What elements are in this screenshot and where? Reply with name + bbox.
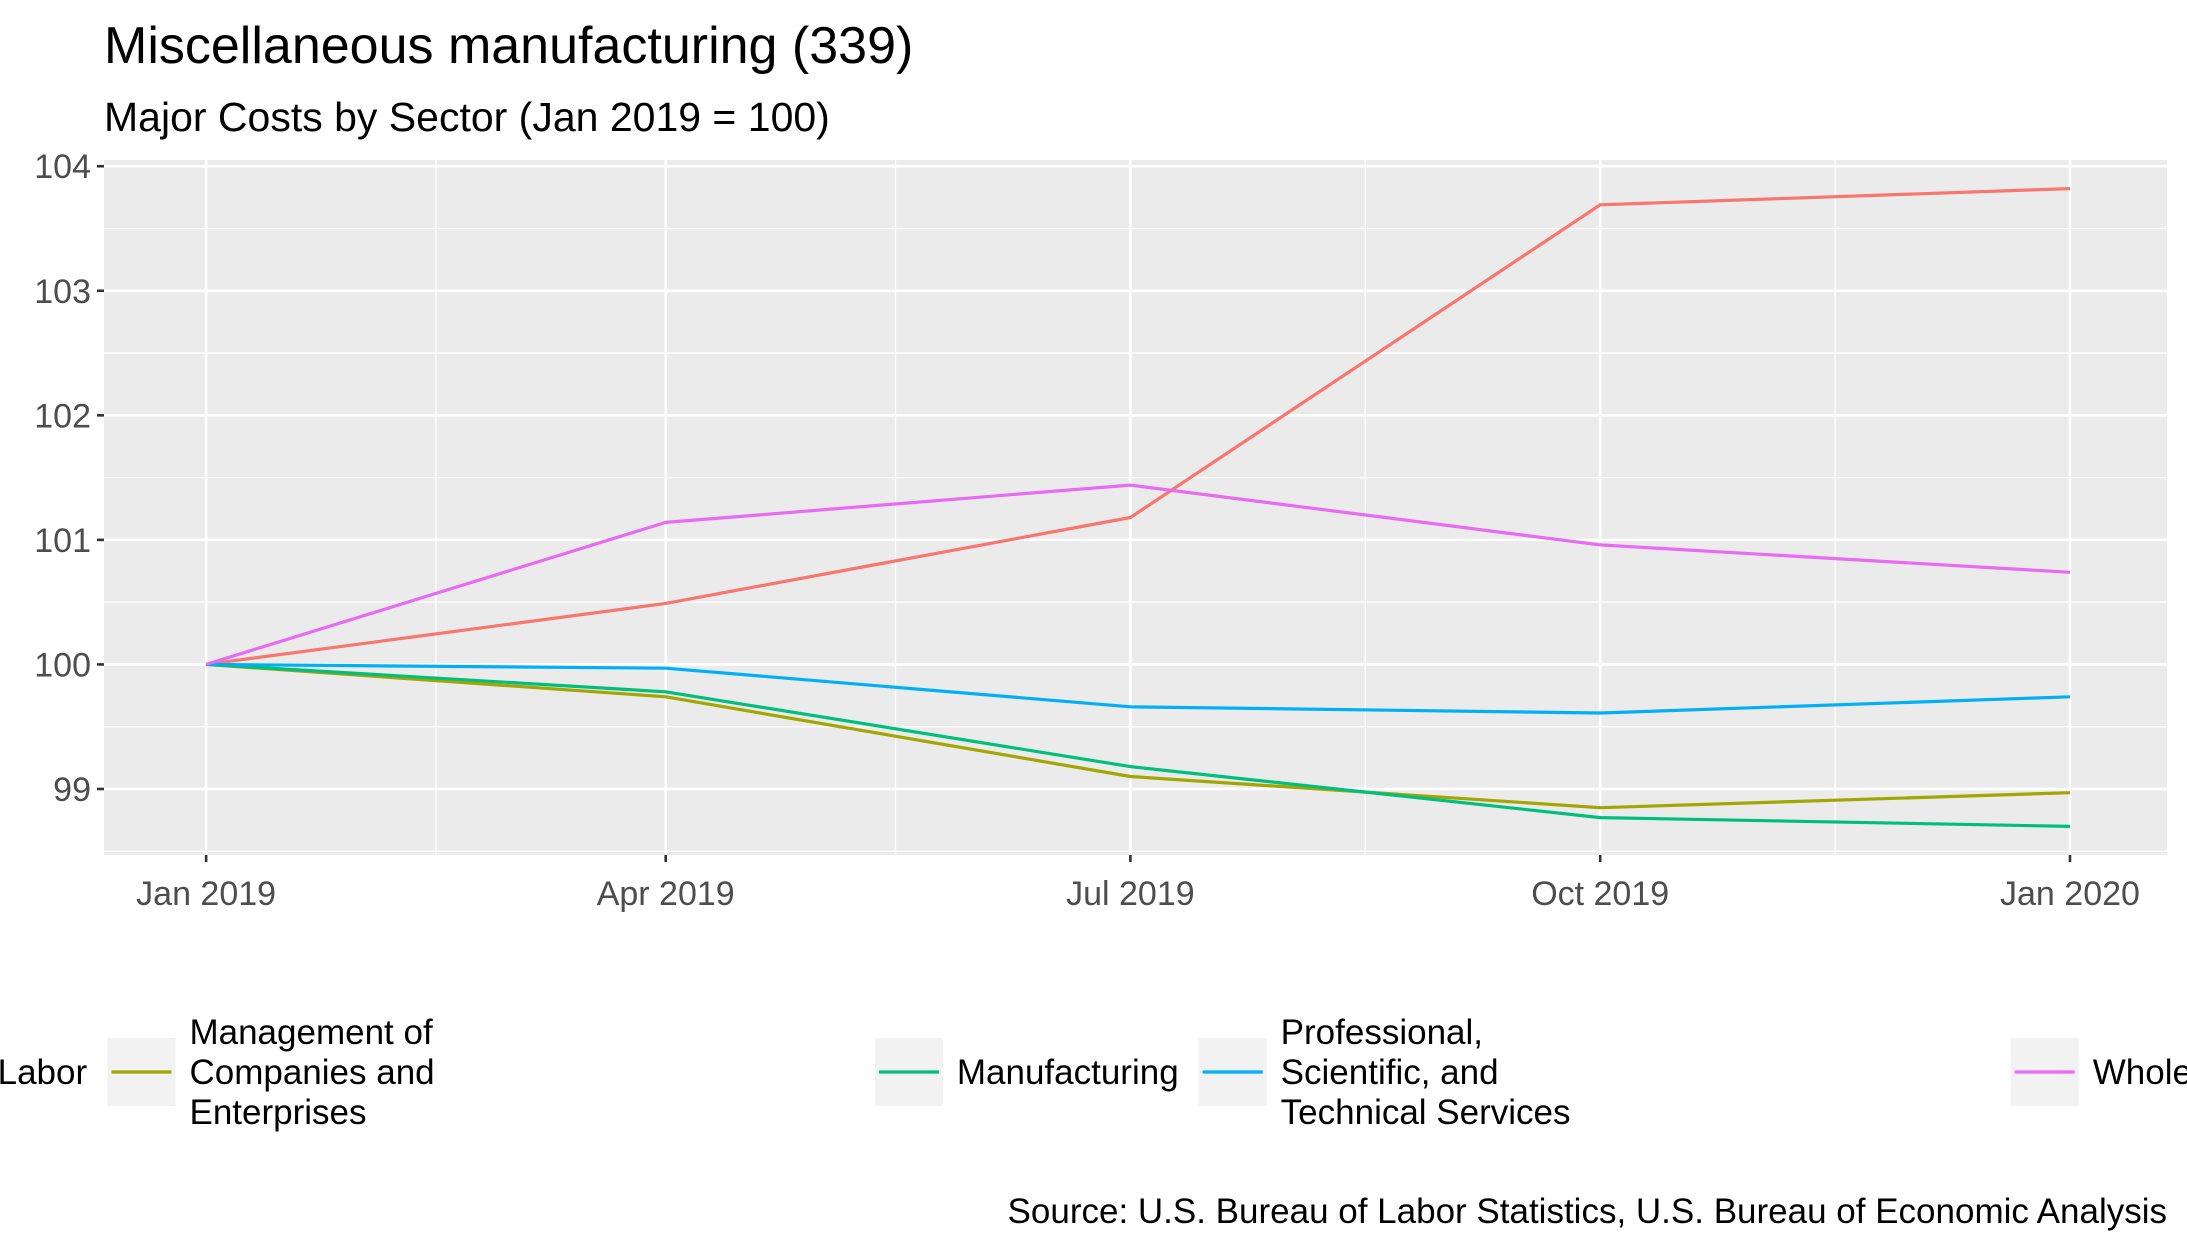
- y-tick-label: 100: [34, 646, 91, 684]
- x-tick-label: Jan 2019: [136, 875, 276, 913]
- legend-label: Wholesale Trade: [2093, 1053, 2187, 1092]
- chart-title: Miscellaneous manufacturing (339): [104, 17, 913, 75]
- chart-caption: Source: U.S. Bureau of Labor Statistics,…: [1008, 1192, 2167, 1231]
- grid-major: [104, 160, 2167, 855]
- series-line: [205, 662, 2071, 810]
- series-line: [206, 662, 2071, 828]
- y-tick-label: 104: [34, 148, 91, 186]
- x-tick-label: Oct 2019: [1531, 875, 1669, 913]
- x-axis: Jan 2019 Apr 2019 Jul 2019 Oct 2019 Jan 2020: [136, 855, 2140, 913]
- series-line: [205, 483, 2071, 666]
- legend-label: Management of Companies and Enterprises: [189, 1013, 434, 1132]
- legend-item: Wholesale Trade: [2010, 1038, 2187, 1106]
- y-tick-label: 101: [34, 522, 91, 560]
- y-tick-label: 103: [34, 273, 91, 311]
- legend-label: Manufacturing: [957, 1053, 1179, 1092]
- legend-item: Manufacturing: [874, 1038, 1179, 1106]
- y-axis: 99 100 101 102 103 104: [34, 148, 104, 809]
- y-tick-label: 102: [34, 397, 91, 435]
- x-tick-label: Jan 2020: [2000, 875, 2140, 913]
- x-tick-label: Apr 2019: [597, 875, 735, 913]
- legend: Labor Management of Companies and Enterpris…: [0, 1013, 2187, 1132]
- y-tick-label: 99: [53, 771, 91, 809]
- legend-item: Professional, Scientific, and Technical Se…: [1198, 1013, 1571, 1132]
- chart-subtitle: Major Costs by Sector (Jan 2019 = 100): [104, 94, 830, 140]
- legend-item: Management of Companies and Enterprises: [107, 1013, 435, 1132]
- grid-minor: [104, 160, 2167, 855]
- x-tick-label: Jul 2019: [1066, 875, 1195, 913]
- series-lines: [205, 187, 2071, 828]
- series-line: [205, 187, 2071, 666]
- plot-panel: [104, 160, 2167, 855]
- legend-label: Labor: [0, 1053, 87, 1092]
- legend-label: Professional, Scientific, and Technical Se…: [1281, 1013, 1571, 1132]
- legend-item: Labor: [0, 1053, 87, 1092]
- series-line: [206, 662, 2071, 715]
